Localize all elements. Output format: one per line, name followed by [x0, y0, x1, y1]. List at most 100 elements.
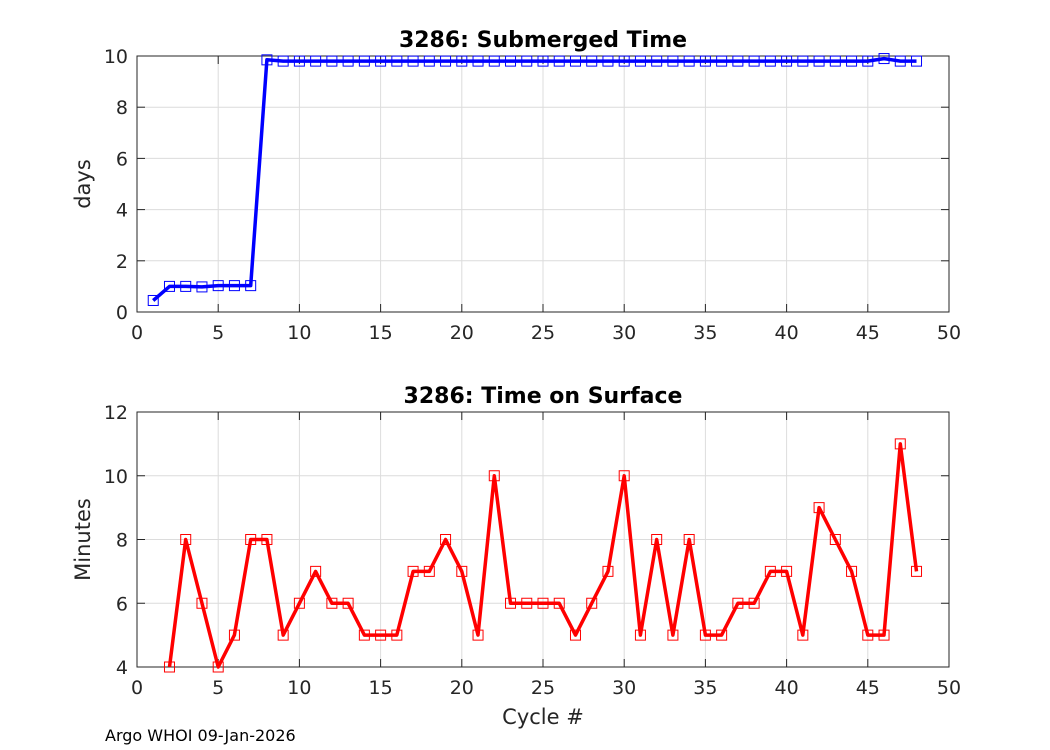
data-point-marker [569, 629, 581, 641]
data-point-marker [163, 280, 175, 292]
data-point-marker [634, 55, 646, 67]
data-point-marker [310, 55, 322, 67]
series-line [167, 442, 919, 669]
y-tick-label: 6 [116, 593, 128, 615]
data-point-marker [375, 629, 387, 641]
data-point-marker [699, 629, 711, 641]
y-tick-label: 10 [104, 466, 128, 488]
data-point-marker [277, 629, 289, 641]
data-point-marker [878, 53, 890, 65]
y-axis-label: days [71, 159, 95, 209]
y-tick-label: 12 [104, 402, 128, 424]
data-point-marker [569, 55, 581, 67]
series-line [152, 56, 917, 302]
x-tick-label: 25 [531, 677, 555, 699]
data-point-marker [781, 565, 793, 577]
data-point-marker [797, 629, 809, 641]
x-axis-label: Cycle # [502, 705, 584, 729]
y-tick-label: 8 [116, 97, 128, 119]
data-point-marker [878, 629, 890, 641]
data-point-marker [781, 55, 793, 67]
data-point-marker [245, 280, 257, 292]
y-axis-label: Minutes [71, 498, 95, 581]
x-tick-label: 0 [131, 677, 143, 699]
data-point-marker [326, 55, 338, 67]
data-point-marker [261, 54, 273, 66]
x-tick-label: 45 [856, 677, 880, 699]
data-point-marker [440, 55, 452, 67]
data-point-marker [651, 534, 663, 545]
data-point-marker [846, 55, 858, 67]
data-point-marker [358, 55, 370, 67]
data-point-marker [553, 55, 565, 67]
x-tick-label: 10 [287, 322, 311, 344]
data-point-marker [618, 470, 630, 482]
chart-title: 3286: Time on Surface [404, 384, 683, 409]
data-point-marker [472, 55, 484, 67]
data-point-marker [732, 597, 744, 609]
data-point-marker [391, 55, 403, 67]
data-point-marker [829, 55, 841, 67]
x-tick-label: 25 [531, 322, 555, 344]
data-point-marker [764, 55, 776, 67]
data-point-marker [911, 55, 923, 67]
data-point-marker [423, 55, 435, 67]
data-point-marker [147, 294, 159, 306]
data-point-marker [716, 629, 728, 641]
data-point-marker [537, 597, 549, 609]
x-tick-label: 40 [775, 322, 799, 344]
data-point-marker [180, 280, 192, 292]
data-point-marker [277, 55, 289, 67]
x-tick-label: 20 [450, 322, 474, 344]
x-tick-label: 30 [612, 322, 636, 344]
data-point-marker [358, 629, 370, 641]
data-point-marker [862, 55, 874, 67]
data-point-marker [212, 661, 224, 673]
x-tick-label: 0 [131, 322, 143, 344]
data-point-marker [521, 55, 533, 67]
x-tick-label: 50 [937, 322, 961, 344]
data-point-marker [440, 534, 452, 545]
data-point-marker [505, 597, 517, 609]
data-point-marker [862, 629, 874, 641]
data-point-marker [829, 534, 841, 545]
data-point-marker [748, 55, 760, 67]
data-point-marker [764, 565, 776, 577]
data-point-marker [472, 629, 484, 641]
data-point-marker [196, 597, 208, 609]
y-tick-label: 8 [116, 530, 128, 552]
data-point-marker [586, 597, 598, 609]
data-point-marker [456, 55, 468, 67]
data-point-marker [310, 565, 322, 577]
x-tick-label: 20 [450, 677, 474, 699]
data-point-marker [813, 502, 825, 514]
data-point-marker [683, 534, 695, 545]
data-point-marker [667, 629, 679, 641]
data-point-marker [602, 565, 614, 577]
data-point-marker [407, 55, 419, 67]
data-point-marker [716, 55, 728, 67]
y-tick-label: 4 [116, 200, 128, 222]
data-point-marker [456, 565, 468, 577]
footer-credit: Argo WHOI 09-Jan-2026 [105, 726, 296, 745]
data-point-marker [586, 55, 598, 67]
data-point-marker [261, 534, 273, 545]
surface-time-chart: 0 5 10 15 20 25 30 35 40 45 50 4 6 8 10 12 3286: Time on… [71, 384, 961, 729]
y-tick-label: 6 [116, 148, 128, 170]
y-tick-label: 2 [116, 251, 128, 273]
submerged-time-chart: 0 5 10 15 20 25 30 35 40 45 50 0 2 4 6 8 10 3286: Submerg… [71, 28, 961, 344]
x-tick-label: 5 [212, 677, 224, 699]
x-tick-label: 15 [369, 322, 393, 344]
data-point-marker [212, 280, 224, 292]
data-point-marker [732, 55, 744, 67]
data-point-marker [846, 565, 858, 577]
data-point-marker [699, 55, 711, 67]
data-point-marker [634, 629, 646, 641]
x-tick-label: 5 [212, 322, 224, 344]
data-point-marker [894, 438, 906, 450]
data-point-marker [488, 55, 500, 67]
data-point-marker [618, 55, 630, 67]
data-point-marker [245, 534, 257, 545]
x-tick-label: 40 [775, 677, 799, 699]
data-point-marker [537, 55, 549, 67]
